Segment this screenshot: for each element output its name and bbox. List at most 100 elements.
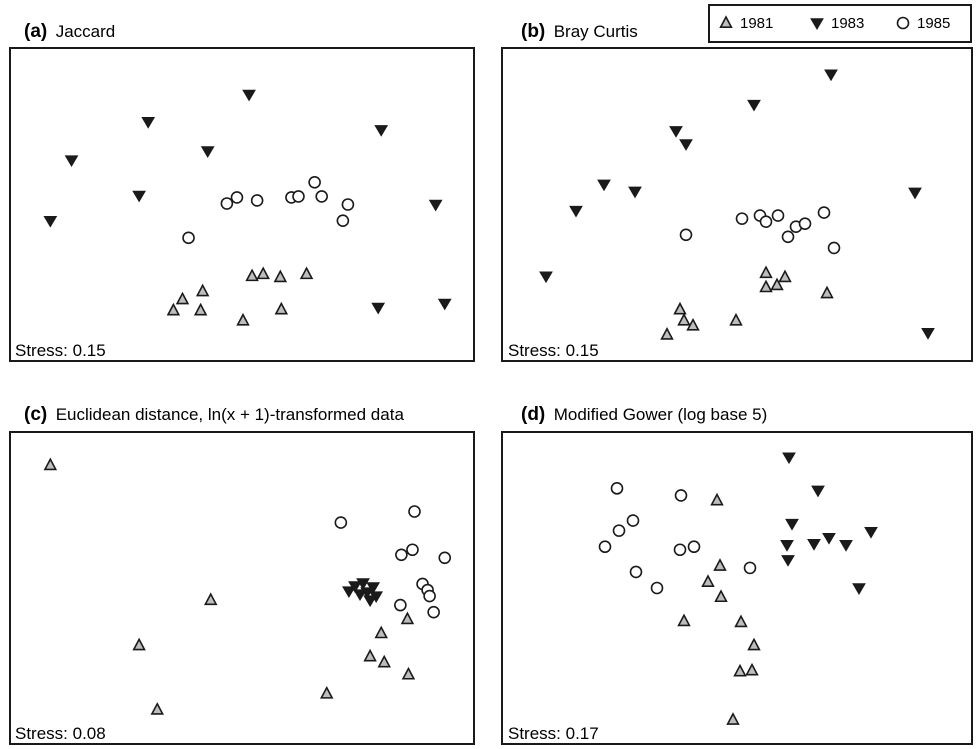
panel-b-point-1981-6 [759, 265, 773, 279]
panel-a-point-1981-4 [195, 283, 210, 297]
panel-d-title-text: Modified Gower (log base 5) [554, 405, 768, 424]
panel-b-point-1983-4 [628, 186, 642, 199]
panel-d-marks [598, 452, 878, 725]
panel-d-point-1983-1 [780, 540, 794, 552]
panel-d-point-1983-5 [807, 539, 821, 551]
panel-b-point-1983-3 [597, 179, 611, 192]
legend-label-1981: 1981 [740, 15, 773, 32]
panel-c-point-1981-8 [377, 654, 391, 668]
panel-c-point-1981-4 [204, 592, 218, 606]
panel-a-point-1983-7 [374, 125, 389, 137]
panel-a-title: (a) Jaccard [24, 21, 115, 42]
panel-c-point-1985-1 [334, 516, 348, 529]
panel-a-point-1983-8 [371, 302, 386, 315]
panel-b-point-1981-10 [820, 285, 834, 299]
panel-d: (d) Modified Gower (log base 5) Stress: … [501, 404, 973, 745]
panel-c-point-1985-3 [395, 548, 408, 562]
panel-a-point-1985-3 [230, 191, 244, 204]
panel-c-point-1981-9 [400, 611, 415, 625]
panel-d-point-1985-2 [610, 482, 624, 495]
panel-b-point-1981-5 [729, 312, 743, 326]
panel-c-point-1985-9 [427, 605, 440, 619]
panel-b-point-1981-8 [770, 277, 784, 291]
panel-d-point-1985-9 [687, 540, 701, 554]
panel-b-point-1983-10 [921, 328, 935, 340]
panel-a-point-1981-1 [166, 302, 181, 316]
panel-d-point-1981-10 [726, 712, 740, 725]
panel-c-point-1981-5 [320, 685, 334, 699]
panel-a-point-1985-6 [292, 190, 305, 203]
panel-d-frame [501, 431, 973, 745]
panel-b-marks [539, 69, 935, 340]
panel-c-point-1983-3 [353, 589, 367, 602]
panel-b-point-1981-1 [660, 327, 674, 340]
panel-c-letter: (c) [24, 404, 47, 425]
panel-d-point-1981-3 [710, 492, 724, 506]
panel-b-frame [501, 47, 973, 362]
panel-c-point-1983-7 [366, 582, 381, 594]
panel-c-point-1981-1 [43, 457, 58, 471]
panel-b-point-1983-2 [569, 205, 583, 218]
panel-a-letter: (a) [24, 21, 47, 42]
panel-a-point-1985-2 [220, 197, 234, 210]
legend-symbol-1985 [896, 16, 910, 30]
panel-b-point-1985-10 [827, 241, 841, 255]
panel-d-point-1983-3 [782, 452, 796, 465]
panel-b-point-1983-8 [824, 69, 838, 82]
legend-symbol-1983 [810, 18, 824, 30]
panel-c-point-1983-4 [356, 578, 370, 590]
panel-b-point-1981-2 [673, 301, 687, 315]
panel-b-point-1985-6 [781, 230, 795, 244]
panel-c-point-1985-2 [394, 598, 407, 612]
panel-d-point-1981-1 [677, 613, 691, 627]
panel-d-stress: Stress: 0.17 [508, 724, 599, 743]
panel-c-point-1985-8 [423, 589, 436, 603]
panel-c-point-1983-6 [363, 595, 377, 608]
panel-a-point-1985-7 [308, 175, 321, 189]
panel-c-marks [43, 457, 452, 715]
panel-b-point-1985-1 [679, 228, 693, 242]
panel-d-point-1985-1 [598, 540, 612, 554]
panel-b-point-1981-9 [778, 269, 792, 283]
panel-d-title: (d) Modified Gower (log base 5) [521, 404, 767, 425]
legend-marker-1985 [896, 16, 910, 30]
panel-b-stress: Stress: 0.15 [508, 341, 599, 360]
panel-d-point-1981-7 [734, 614, 748, 628]
panel-a-point-1981-7 [256, 266, 270, 280]
panel-a-point-1985-10 [341, 198, 355, 211]
panel-c-point-1983-5 [360, 587, 374, 600]
panel-b-point-1983-5 [669, 126, 683, 138]
panel-d-point-1983-2 [781, 555, 795, 567]
panel-c-stress: Stress: 0.08 [15, 724, 106, 743]
panel-a-point-1985-8 [315, 190, 328, 203]
panel-c-point-1981-3 [150, 702, 164, 715]
panel-d-point-1985-3 [612, 524, 626, 537]
panel-c-point-1981-7 [374, 625, 388, 639]
panel-b-title-text: Bray Curtis [554, 22, 638, 41]
panel-d-point-1981-2 [701, 574, 715, 587]
panel-c-point-1981-6 [363, 648, 377, 662]
panel-d-point-1985-10 [743, 561, 757, 575]
panel-b-point-1981-4 [686, 317, 700, 331]
panel-b-point-1985-2 [735, 212, 749, 225]
panel-a-point-1981-6 [245, 268, 259, 282]
panel-d-point-1983-9 [852, 583, 866, 595]
panel-a: (a) Jaccard Stress: 0.15 [9, 21, 475, 362]
panel-a-point-1983-2 [64, 155, 79, 168]
panel-b-point-1985-5 [771, 209, 785, 222]
panel-a-point-1981-8 [273, 269, 288, 283]
panel-a-point-1985-1 [182, 231, 195, 245]
panel-c-point-1983-8 [369, 591, 384, 604]
panel-c-point-1985-5 [408, 505, 421, 518]
panel-b-point-1985-4 [759, 215, 773, 228]
legend-marker-1983 [810, 18, 824, 30]
panel-d-point-1983-8 [839, 540, 853, 552]
panel-b-title: (b) Bray Curtis [521, 21, 638, 42]
panel-c-title: (c) Euclidean distance, ln(x + 1)-transf… [24, 404, 404, 425]
panel-d-point-1985-4 [626, 514, 640, 527]
panel-a-point-1981-5 [236, 312, 250, 326]
panel-d-point-1983-4 [785, 518, 799, 531]
panel-b-point-1983-1 [539, 271, 553, 284]
panel-a-stress: Stress: 0.15 [15, 341, 106, 360]
